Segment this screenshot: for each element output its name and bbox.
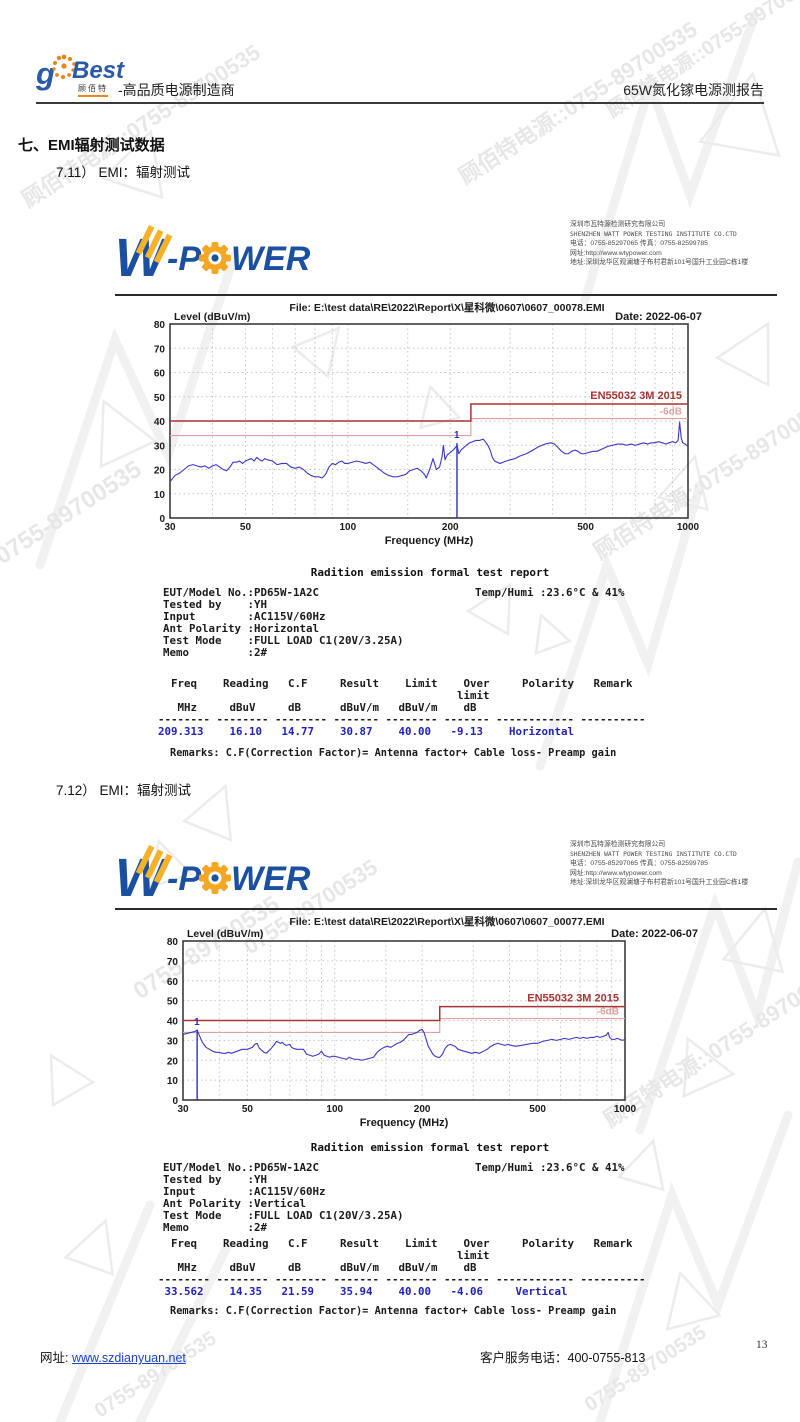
- footer-website: 网址: www.szdianyuan.net: [40, 1347, 186, 1366]
- svg-text:-6dB: -6dB: [597, 1007, 619, 1018]
- svg-text:50: 50: [167, 997, 179, 1008]
- wpower-logo-wer: WER: [231, 860, 311, 898]
- svg-text:0: 0: [172, 1096, 178, 1107]
- lab-company-info: 深圳市瓦特源检测研究有限公司 SHENZHEN WATT POWER TESTI…: [570, 220, 785, 268]
- svg-text:500: 500: [577, 522, 594, 533]
- svg-text:30: 30: [167, 1036, 179, 1047]
- svg-text:Level (dBuV/m): Level (dBuV/m): [187, 928, 263, 940]
- svg-text:100: 100: [340, 522, 357, 533]
- svg-text:20: 20: [154, 466, 166, 477]
- svg-text:1000: 1000: [677, 522, 700, 533]
- svg-text:Level (dBuV/m): Level (dBuV/m): [174, 311, 250, 323]
- svg-text:200: 200: [414, 1104, 431, 1115]
- svg-text:30: 30: [154, 441, 166, 452]
- svg-text:60: 60: [167, 977, 179, 988]
- svg-text:20: 20: [167, 1056, 179, 1067]
- results-table-row: 33.562 14.35 21.59 35.94 40.00 -4.06 Ver…: [158, 1285, 568, 1298]
- document-title: 65W氮化镓电源测报告: [623, 82, 764, 98]
- wpower-logo-p: -P: [167, 240, 201, 278]
- test-conditions: EUT/Model No.:PD65W-1A2C Temp/Humi :23.6…: [163, 1161, 625, 1234]
- subsection-title-7-11: 7.11） EMI：辐射测试: [56, 165, 191, 180]
- lab-address: 地址:深圳龙华区观澜塘子布村君新101号国升工业园C栋1楼: [570, 879, 749, 886]
- gobest-logo: g Best 顾佰特: [36, 54, 146, 102]
- lab-name-cn: 深圳市瓦特源检测研究有限公司: [570, 841, 666, 848]
- svg-text:80: 80: [167, 937, 179, 948]
- lab-address: 地址:深圳龙华区观澜塘子布村君新101号国升工业园C栋1楼: [570, 259, 749, 266]
- svg-text:-6dB: -6dB: [660, 407, 682, 418]
- results-table-row: 209.313 16.10 14.77 30.87 40.00 -9.13 Ho…: [158, 725, 575, 738]
- svg-text:1: 1: [454, 430, 460, 441]
- svg-text:80: 80: [154, 320, 166, 331]
- svg-text:EN55032 3M 2015: EN55032 3M 2015: [527, 993, 619, 1005]
- lab-web: 网址:http://www.wtypower.com: [570, 249, 662, 257]
- wpower-logo-p: -P: [167, 860, 201, 898]
- subsection-title-7-12: 7.12） EMI：辐射测试: [56, 783, 192, 798]
- gobest-logo-best: Best: [72, 57, 125, 84]
- svg-text:50: 50: [240, 522, 252, 533]
- footer-service-phone: 客户服务电话：400-0755-813: [480, 1351, 646, 1365]
- logo-divider: [115, 294, 777, 296]
- svg-text:10: 10: [154, 490, 166, 501]
- test-report-block-2: W -P WER 深圳市瓦特源检测: [113, 828, 781, 1328]
- file-path-line: File: E:\test data\RE\2022\Report\X\星科微\…: [289, 916, 605, 928]
- results-table-header: Freq Reading C.F Result Limit Over Polar…: [158, 1237, 646, 1286]
- logo-divider: [115, 908, 777, 910]
- test-conditions: EUT/Model No.:PD65W-1A2C Temp/Humi :23.6…: [163, 586, 625, 659]
- lab-web: 网址:http://www.wtypower.com: [570, 869, 662, 877]
- svg-text:50: 50: [242, 1104, 254, 1115]
- svg-text:Date: 2022-06-07: Date: 2022-06-07: [615, 311, 702, 323]
- gobest-logo-g: g: [36, 56, 55, 91]
- remarks-line: Remarks: C.F(Correction Factor)= Antenna…: [170, 747, 617, 759]
- file-path-line: File: E:\test data\RE\2022\Report\X\星科微\…: [289, 302, 605, 314]
- svg-text:40: 40: [154, 417, 166, 428]
- wpower-logo-gear-icon: [199, 862, 231, 894]
- svg-text:30: 30: [177, 1104, 189, 1115]
- gobest-logo-sub: 顾佰特: [78, 83, 108, 97]
- svg-text:70: 70: [167, 957, 179, 968]
- svg-text:70: 70: [154, 344, 166, 355]
- header-divider: [36, 102, 764, 104]
- footer-website-label: 网址:: [40, 1351, 72, 1365]
- results-table-header: Freq Reading C.F Result Limit Over Polar…: [158, 677, 646, 726]
- svg-text:60: 60: [154, 369, 166, 380]
- svg-text:30: 30: [164, 522, 176, 533]
- lab-company-info: 深圳市瓦特源检测研究有限公司 SHENZHEN WATT POWER TESTI…: [570, 840, 785, 888]
- gobest-logo-dots-icon: [52, 54, 76, 80]
- wpower-logo-wer: WER: [231, 240, 311, 278]
- lab-name-cn: 深圳市瓦特源检测研究有限公司: [570, 221, 666, 228]
- wpower-logo: W -P WER: [115, 225, 311, 288]
- lab-tel: 电话：0755-85297065 传真：0755-82599785: [570, 860, 708, 867]
- svg-text:1000: 1000: [614, 1104, 637, 1115]
- svg-text:200: 200: [442, 522, 459, 533]
- emission-chart-2: 0 10 20 30 40 50 60 70 80 30 50 100 200 500 1000 Freque…: [167, 928, 698, 1129]
- header-tagline: -高品质电源制造商: [118, 82, 235, 98]
- svg-text:100: 100: [326, 1104, 343, 1115]
- report-title: Radition emission formal test report: [310, 566, 550, 579]
- lab-name-en: SHENZHEN WATT POWER TESTING INSTITUTE CO…: [570, 850, 737, 858]
- wpower-logo-gear-icon: [199, 242, 231, 274]
- report-title: Radition emission formal test report: [310, 1141, 550, 1154]
- wpower-logo: W -P WER: [115, 845, 311, 908]
- svg-text:Frequency (MHz): Frequency (MHz): [385, 535, 474, 547]
- svg-text:500: 500: [529, 1104, 546, 1115]
- section-title: 七、EMI辐射测试数据: [18, 137, 165, 154]
- test-report-block-1: W -P WER 深圳市瓦特源检测: [113, 210, 781, 770]
- svg-text:40: 40: [167, 1017, 179, 1028]
- svg-text:Frequency (MHz): Frequency (MHz): [360, 1117, 449, 1129]
- lab-tel: 电话：0755-85297065 传真：0755-82599785: [570, 240, 708, 247]
- remarks-line: Remarks: C.F(Correction Factor)= Antenna…: [170, 1305, 617, 1317]
- svg-text:10: 10: [167, 1076, 179, 1087]
- lab-name-en: SHENZHEN WATT POWER TESTING INSTITUTE CO…: [570, 230, 737, 238]
- svg-text:EN55032 3M 2015: EN55032 3M 2015: [590, 390, 682, 402]
- svg-text:Date: 2022-06-07: Date: 2022-06-07: [611, 928, 698, 940]
- footer-website-link[interactable]: www.szdianyuan.net: [71, 1351, 186, 1365]
- svg-text:1: 1: [194, 1017, 200, 1028]
- svg-text:50: 50: [154, 393, 166, 404]
- page-number: 13: [756, 1339, 768, 1351]
